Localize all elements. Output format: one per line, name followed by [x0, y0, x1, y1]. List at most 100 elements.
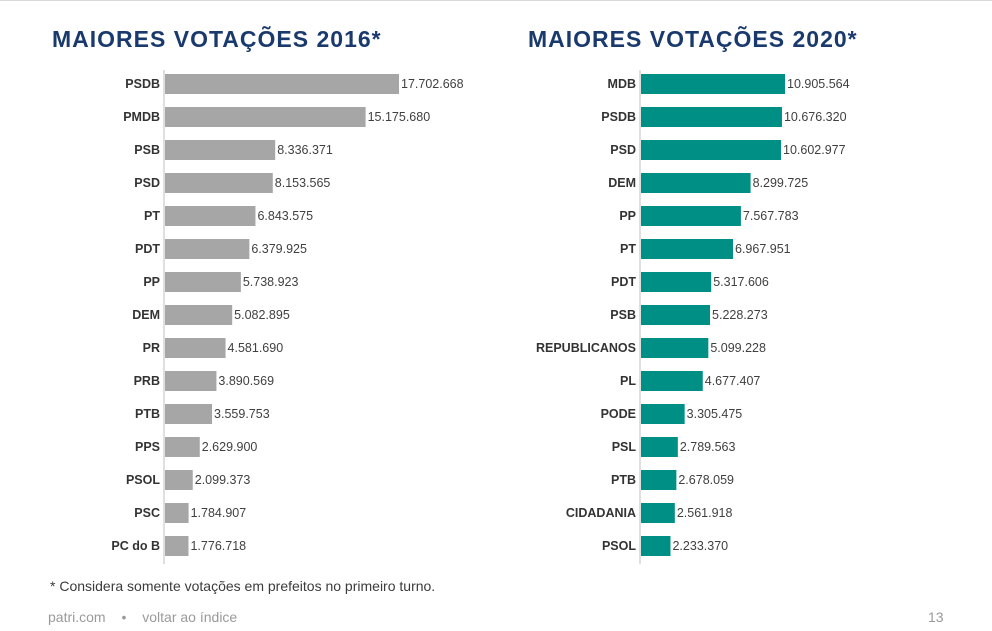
chart-2020-value-label: 5.317.606	[713, 275, 769, 289]
chart-2020-bar	[641, 305, 711, 325]
chart-2020-bar	[641, 404, 685, 424]
chart-2020-value-label: 10.905.564	[787, 77, 850, 91]
site-link[interactable]: patri.com	[48, 609, 106, 625]
page-number: 13	[928, 609, 944, 625]
chart-2016-bar	[165, 74, 399, 94]
chart-2016-category-label: PSOL	[126, 473, 160, 487]
chart-2016-value-label: 17.702.668	[401, 77, 464, 91]
chart-2020-category-label: PDT	[611, 275, 636, 289]
top-divider	[0, 0, 992, 1]
footer-separator: •	[121, 609, 127, 625]
chart-2020-category-label: PSOL	[602, 539, 636, 553]
chart-2016-bar	[165, 140, 276, 160]
chart-2020-value-label: 2.561.918	[677, 506, 733, 520]
chart-2020-category-label: DEM	[608, 176, 636, 190]
chart-2020-value-label: 7.567.783	[743, 209, 799, 223]
chart-2016-value-label: 4.581.690	[228, 341, 284, 355]
chart-2016-category-label: PSB	[134, 143, 160, 157]
chart-2020-category-label: REPUBLICANOS	[536, 341, 636, 355]
chart-2020-bar	[641, 74, 785, 94]
chart-2020-value-label: 4.677.407	[705, 374, 761, 388]
chart-2020-bar	[641, 338, 709, 358]
chart-2020-bar	[641, 206, 741, 226]
chart-2020-bar	[641, 536, 671, 556]
chart-2020-category-label: PSD	[610, 143, 636, 157]
chart-2016-category-label: PMDB	[123, 110, 160, 124]
chart-2020-category-label: PL	[620, 374, 636, 388]
chart-2016-bar	[165, 107, 366, 127]
chart-2016-value-label: 5.082.895	[234, 308, 290, 322]
chart-2016-category-label: PC do B	[111, 539, 160, 553]
footnote: * Considera somente votações em prefeito…	[50, 578, 436, 594]
chart-2016-category-label: PSD	[134, 176, 160, 190]
chart-2016-value-label: 3.559.753	[214, 407, 270, 421]
chart-title-2016: MAIORES VOTAÇÕES 2016*	[52, 26, 382, 52]
chart-2016-category-label: PR	[143, 341, 160, 355]
back-to-index-link[interactable]: voltar ao índice	[142, 609, 238, 625]
chart-2016-bar	[165, 371, 217, 391]
chart-2016-value-label: 8.153.565	[275, 176, 331, 190]
chart-2020-category-label: PSL	[612, 440, 637, 454]
chart-2020-bar	[641, 173, 751, 193]
footer: patri.com • voltar ao índice	[48, 609, 237, 625]
chart-2016-bar	[165, 470, 193, 490]
chart-2020-value-label: 2.678.059	[678, 473, 734, 487]
chart-2016-bar	[165, 503, 189, 523]
chart-2020-value-label: 5.099.228	[710, 341, 766, 355]
chart-2020-category-label: PSB	[610, 308, 636, 322]
chart-2020-value-label: 10.676.320	[784, 110, 847, 124]
chart-2016-value-label: 6.379.925	[251, 242, 307, 256]
chart-2020-value-label: 2.789.563	[680, 440, 736, 454]
chart-2016-category-label: PTB	[135, 407, 160, 421]
chart-2016-bar	[165, 437, 200, 457]
chart-2016-bar	[165, 206, 256, 226]
chart-2016-value-label: 8.336.371	[277, 143, 333, 157]
chart-2016-bar	[165, 536, 189, 556]
chart-2016-value-label: 2.629.900	[202, 440, 258, 454]
chart-2020-category-label: MDB	[608, 77, 636, 91]
chart-2016-category-label: PRB	[134, 374, 160, 388]
chart-2016-value-label: 3.890.569	[218, 374, 274, 388]
chart-2016-bar	[165, 239, 250, 259]
chart-2016-category-label: PDT	[135, 242, 160, 256]
chart-2016-category-label: DEM	[132, 308, 160, 322]
chart-2016-value-label: 1.784.907	[191, 506, 247, 520]
chart-2020-value-label: 6.967.951	[735, 242, 791, 256]
chart-2016-category-label: PSC	[134, 506, 160, 520]
chart-2020-category-label: CIDADANIA	[566, 506, 636, 520]
chart-2020-bar	[641, 140, 782, 160]
chart-2016-bar	[165, 173, 273, 193]
chart-2016-bar	[165, 272, 241, 292]
chart-title-2020: MAIORES VOTAÇÕES 2020*	[528, 26, 858, 52]
chart-2016-bar	[165, 404, 213, 424]
chart-2016-category-label: PPS	[135, 440, 160, 454]
chart-2016-value-label: 5.738.923	[243, 275, 299, 289]
chart-2016-category-label: PT	[144, 209, 160, 223]
chart-2020-category-label: PTB	[611, 473, 636, 487]
chart-2016-value-label: 15.175.680	[368, 110, 431, 124]
chart-2020-bar	[641, 107, 782, 127]
chart-2020-bar	[641, 470, 677, 490]
chart-2020-value-label: 10.602.977	[783, 143, 846, 157]
chart-2020-bar	[641, 503, 675, 523]
chart-2020-category-label: PT	[620, 242, 636, 256]
chart-2016-value-label: 2.099.373	[195, 473, 251, 487]
bar-chart-2020: MDB 10.905.564 PSDB 10.676.320 PSD 10.602.977…	[536, 70, 850, 564]
chart-2016-category-label: PSDB	[125, 77, 160, 91]
chart-2020-value-label: 5.228.273	[712, 308, 768, 322]
chart-2016-category-label: PP	[143, 275, 160, 289]
chart-2020-value-label: 8.299.725	[753, 176, 809, 190]
chart-2020-category-label: PODE	[601, 407, 636, 421]
chart-2020-category-label: PSDB	[601, 110, 636, 124]
chart-2016-bar	[165, 338, 226, 358]
chart-2016-value-label: 6.843.575	[257, 209, 313, 223]
chart-2016-bar	[165, 305, 233, 325]
chart-2020-bar	[641, 239, 734, 259]
bar-chart-2016: PSDB 17.702.668 PMDB 15.175.680 PSB 8.336.371…	[111, 70, 464, 564]
chart-2020-value-label: 3.305.475	[687, 407, 743, 421]
chart-2020-value-label: 2.233.370	[672, 539, 728, 553]
chart-2020-bar	[641, 437, 678, 457]
chart-2020-bar	[641, 272, 712, 292]
chart-2020-bar	[641, 371, 703, 391]
chart-2020-category-label: PP	[619, 209, 636, 223]
